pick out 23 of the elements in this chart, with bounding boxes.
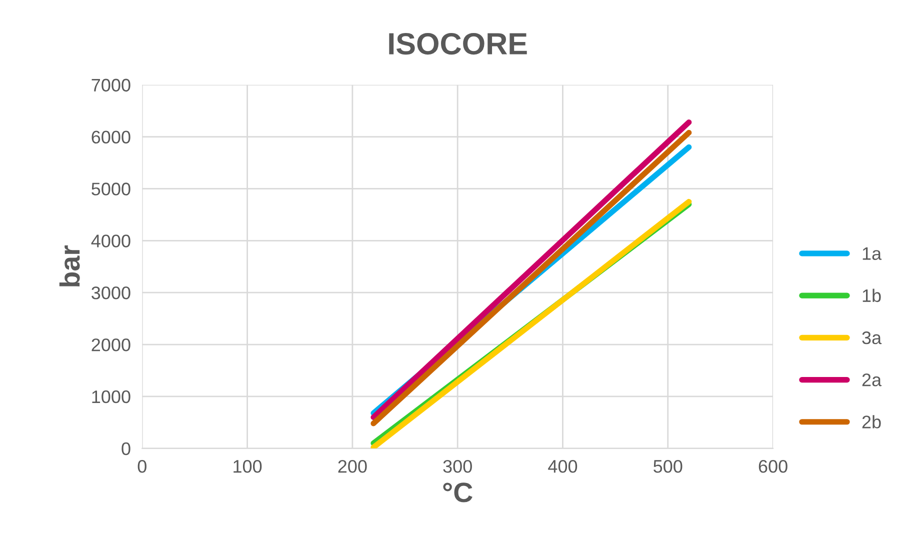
y-tick-label: 0 bbox=[122, 442, 130, 456]
x-tick-label: 600 bbox=[758, 460, 788, 473]
legend-label: 3a bbox=[862, 331, 882, 344]
legend-label: 1b bbox=[862, 288, 881, 302]
y-tick-label: 2000 bbox=[92, 338, 130, 352]
chart-title: ISOCORE bbox=[389, 32, 527, 55]
legend-label: 2b bbox=[862, 415, 881, 428]
x-tick-label: 400 bbox=[548, 460, 578, 473]
y-tick-label: 1000 bbox=[92, 390, 130, 404]
y-tick-label: 6000 bbox=[92, 130, 130, 144]
x-tick-label: 500 bbox=[654, 460, 682, 473]
legend-label: 1a bbox=[862, 247, 882, 260]
x-tick-label: 100 bbox=[234, 460, 262, 473]
x-axis-title: °C bbox=[443, 482, 472, 502]
y-tick-label: 4000 bbox=[91, 234, 130, 248]
y-tick-label: 3000 bbox=[92, 286, 130, 300]
y-tick-label: 5000 bbox=[92, 182, 130, 196]
legend-label: 2a bbox=[862, 374, 882, 386]
x-tick-label: 200 bbox=[338, 460, 367, 473]
y-tick-label: 7000 bbox=[92, 78, 130, 92]
y-axis-title: bar bbox=[59, 245, 80, 286]
x-tick-label: 300 bbox=[443, 460, 472, 473]
x-tick-label: 0 bbox=[138, 460, 146, 473]
